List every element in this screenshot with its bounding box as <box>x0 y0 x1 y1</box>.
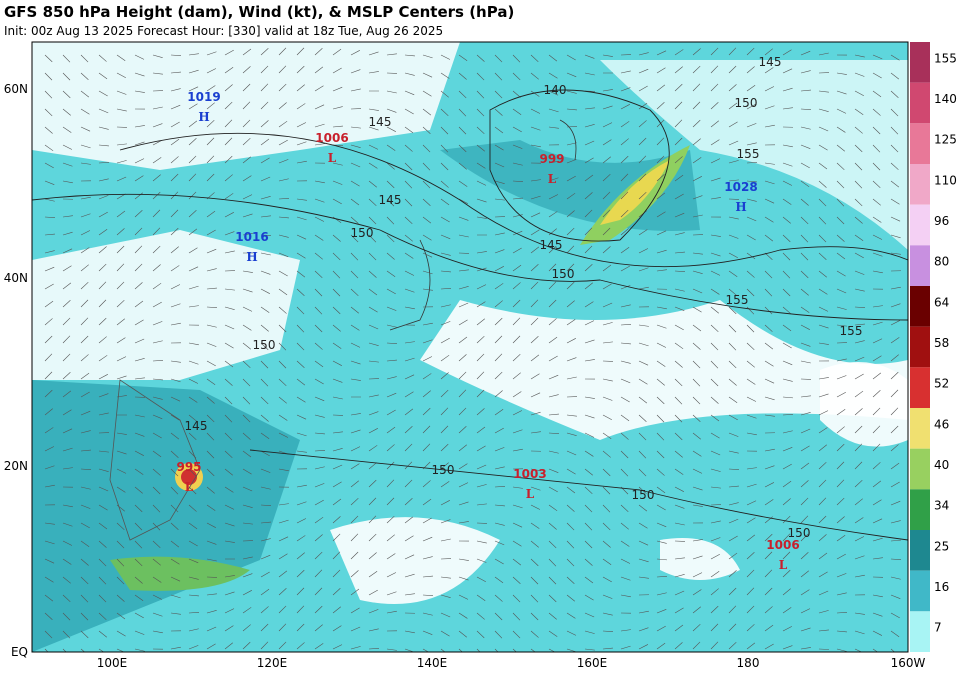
subtitle: Init: 00z Aug 13 2025 Forecast Hour: [33… <box>4 24 443 38</box>
colorbar-band <box>910 205 930 246</box>
contour-label: 145 <box>369 115 392 129</box>
colorbar-label: 80 <box>934 255 949 269</box>
center-pressure: 1019 <box>187 90 220 104</box>
colorbar-label: 34 <box>934 499 949 513</box>
colorbar-band <box>910 611 930 652</box>
colorbar-band <box>910 245 930 286</box>
colorbar-label: 7 <box>934 621 942 635</box>
colorbar-label: 58 <box>934 336 949 350</box>
center-pressure: 1006 <box>766 538 799 552</box>
center-letter: H <box>198 110 209 124</box>
colorbar-label: 96 <box>934 214 949 228</box>
lon-label: 120E <box>257 656 288 670</box>
lon-label: 180 <box>737 656 760 670</box>
colorbar-label: 64 <box>934 295 949 309</box>
colorbar-band <box>910 83 930 124</box>
colorbar-band <box>910 530 930 571</box>
colorbar-label: 16 <box>934 580 949 594</box>
contour-label: 155 <box>737 147 760 161</box>
colorbar-band <box>910 571 930 612</box>
map-area <box>32 42 908 656</box>
center-letter: L <box>328 151 337 165</box>
colorbar-label: 110 <box>934 173 957 187</box>
contour-label: 145 <box>185 419 208 433</box>
colorbar-label: 46 <box>934 417 949 431</box>
center-letter: H <box>246 250 257 264</box>
lat-label: 20N <box>4 459 28 473</box>
lat-label: 60N <box>4 82 28 96</box>
center-letter: L <box>779 558 788 572</box>
colorbar-band <box>910 489 930 530</box>
colorbar-band <box>910 42 930 83</box>
contour-label: 150 <box>432 463 455 477</box>
lon-label: 140E <box>417 656 448 670</box>
center-letter: H <box>735 200 746 214</box>
colorbar-label: 140 <box>934 92 957 106</box>
colorbar-label: 52 <box>934 377 949 391</box>
center-pressure: 1006 <box>315 131 348 145</box>
center-pressure: 1003 <box>513 467 546 481</box>
colorbar-band <box>910 327 930 368</box>
contour-label: 150 <box>351 226 374 240</box>
contour-label: 150 <box>552 267 575 281</box>
center-letter: L <box>526 487 535 501</box>
lon-label: 100E <box>97 656 128 670</box>
contour-label: 150 <box>253 338 276 352</box>
colorbar-band <box>910 164 930 205</box>
lon-label: 160W <box>891 656 926 670</box>
colorbar-band <box>910 408 930 449</box>
contour-label: 140 <box>544 83 567 97</box>
center-pressure: 995 <box>176 460 201 474</box>
contour-label: 145 <box>540 238 563 252</box>
contour-label: 155 <box>726 293 749 307</box>
center-letter: L <box>548 172 557 186</box>
colorbar-band <box>910 286 930 327</box>
colorbar-band <box>910 449 930 490</box>
contour-label: 145 <box>379 193 402 207</box>
center-letter: L <box>185 480 194 494</box>
lat-label: EQ <box>11 645 28 659</box>
contour-label: 150 <box>632 488 655 502</box>
contour-label: 145 <box>759 55 782 69</box>
contour-label: 155 <box>840 324 863 338</box>
contour-label: 150 <box>788 526 811 540</box>
colorbar-label: 25 <box>934 539 949 553</box>
colorbar-label: 125 <box>934 133 957 147</box>
title: GFS 850 hPa Height (dam), Wind (kt), & M… <box>4 3 514 21</box>
contour-label: 150 <box>735 96 758 110</box>
lat-label: 40N <box>4 271 28 285</box>
center-pressure: 1028 <box>724 180 757 194</box>
lon-label: 160E <box>577 656 608 670</box>
center-pressure: 1016 <box>235 230 268 244</box>
center-pressure: 999 <box>539 152 564 166</box>
colorbar-band <box>910 123 930 164</box>
colorbar-band <box>910 367 930 408</box>
colorbar-label: 40 <box>934 458 949 472</box>
colorbar-label: 155 <box>934 51 957 65</box>
